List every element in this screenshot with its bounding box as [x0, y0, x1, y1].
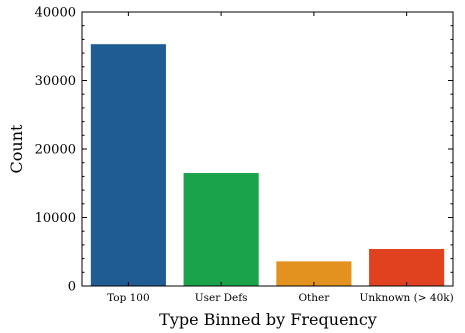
y-tick-label: 10000: [35, 211, 76, 226]
x-tick-label: User Defs: [195, 292, 248, 304]
bars-group: [90, 44, 445, 286]
y-tick-label: 20000: [35, 143, 76, 158]
y-ticks-group: 0 10000 20000 30000 40000: [35, 6, 453, 295]
x-tick-label: Other: [298, 292, 330, 304]
bar-other: [276, 261, 352, 286]
x-axis-label: Type Binned by Frequency: [159, 310, 377, 329]
bar-user-defs: [183, 172, 259, 286]
y-axis-label: Count: [7, 124, 26, 173]
x-tick-label: Top 100: [107, 292, 150, 304]
plot-frame: [81, 11, 454, 287]
bar-unknown-40k: [369, 249, 445, 286]
y-tick-label: 30000: [35, 74, 76, 89]
y-tick-label: 40000: [35, 6, 76, 21]
bar-top-100: [90, 44, 166, 286]
x-ticks-group: Top 100 User Defs Other Unknown (> 40k): [107, 12, 454, 304]
y-tick-label: 0: [68, 280, 76, 295]
x-tick-label: Unknown (> 40k): [360, 292, 454, 304]
